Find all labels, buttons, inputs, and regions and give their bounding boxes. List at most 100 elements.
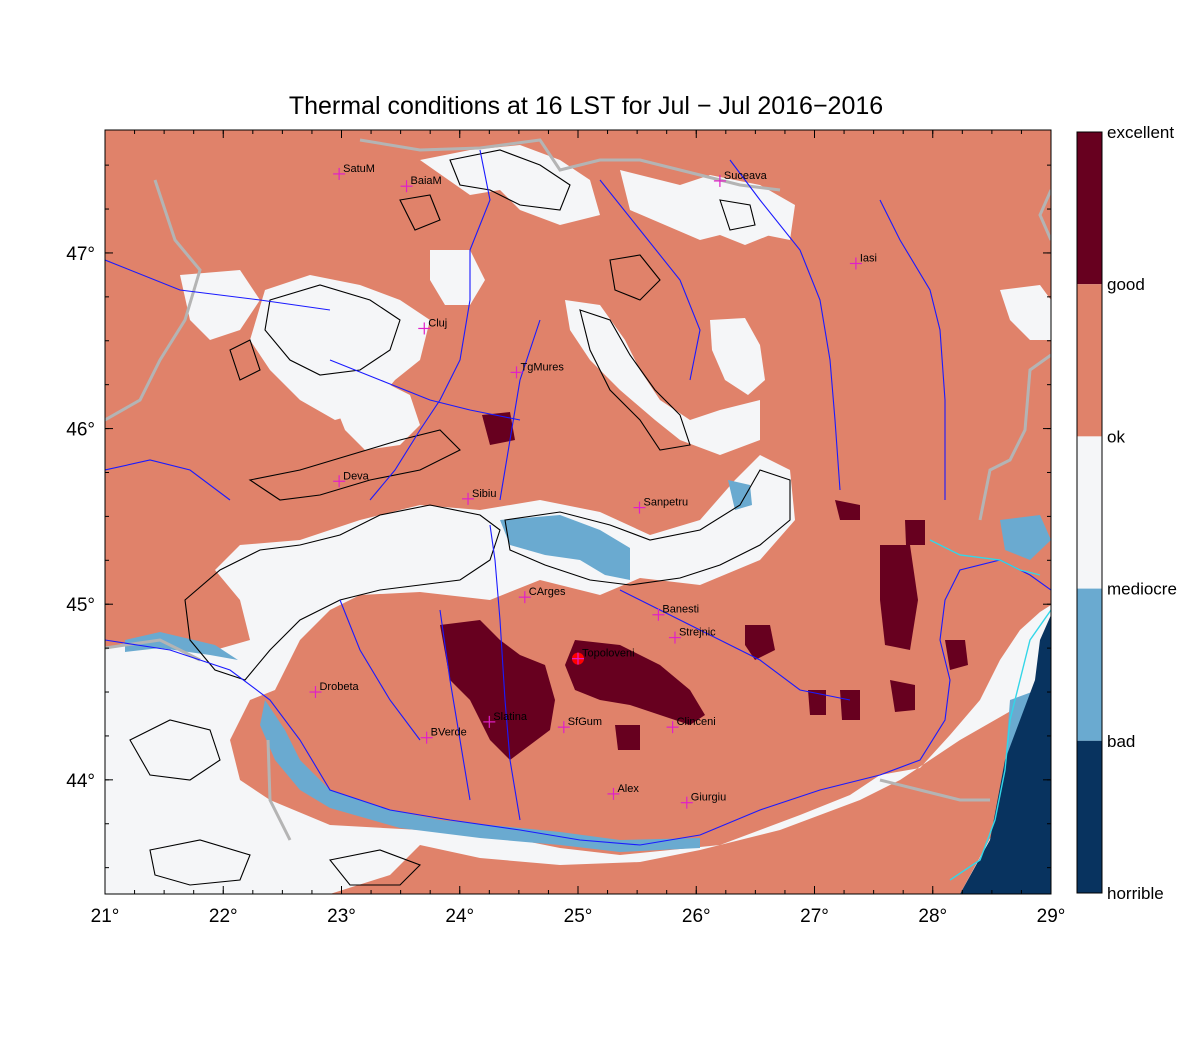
city-marker[interactable]: Sanpetru — [633, 497, 688, 514]
region-excellent-topoloveni — [565, 640, 705, 725]
city-marker[interactable]: Clinceni — [666, 716, 716, 734]
river — [369, 149, 491, 501]
region-mediocre-carpathian — [500, 515, 630, 580]
river — [879, 199, 946, 500]
region-ok-alba — [330, 380, 420, 450]
y-tick-label: 44° — [66, 771, 95, 792]
city-label: CArges — [529, 586, 566, 598]
region-bad-black-sea — [960, 615, 1051, 894]
region-ok-danube-north — [430, 250, 485, 305]
legend-frame — [1076, 131, 1103, 894]
city-label: SfGum — [568, 716, 602, 728]
city-marker[interactable]: CArges — [518, 586, 566, 604]
city-marker[interactable]: SatuM — [333, 163, 375, 180]
legend-swatch — [1077, 132, 1102, 285]
river — [105, 459, 231, 501]
legend-swatch — [1077, 588, 1102, 741]
altitude-contour — [399, 194, 441, 231]
y-tick-label: 46° — [66, 420, 95, 441]
river — [729, 159, 841, 491]
city-label: Giurgiu — [691, 792, 726, 804]
legend-label: excellent — [1107, 123, 1174, 142]
city-marker[interactable]: Deva — [333, 470, 370, 488]
x-tick-label: 27° — [800, 906, 829, 927]
altitude-contour — [149, 839, 251, 886]
city-marker[interactable]: SfGum — [557, 716, 602, 734]
city-marker[interactable]: Iasi — [849, 252, 877, 270]
country-border — [1038, 189, 1051, 241]
legend-swatch — [1077, 740, 1102, 893]
region-excellent-vrancea — [808, 690, 826, 715]
altitude-contour — [719, 199, 756, 231]
altitude-contour — [579, 309, 691, 451]
x-tick-label: 24° — [445, 906, 474, 927]
city-label: Drobeta — [319, 681, 359, 693]
city-label: Topoloveni — [582, 648, 635, 660]
region-mediocre-brasov — [728, 480, 752, 510]
region-ok-north-west — [180, 270, 260, 340]
city-marker[interactable]: Banesti — [652, 604, 699, 621]
region-excellent-slobozia — [840, 690, 860, 720]
city-marker[interactable]: Strejnic — [668, 627, 716, 644]
country-border — [105, 179, 202, 422]
city-label: Slatina — [493, 711, 528, 723]
city-marker[interactable]: BaiaM — [400, 175, 442, 193]
region-mediocre-danube — [125, 632, 238, 660]
region-ok-ne — [715, 200, 770, 245]
map-plot-area — [105, 130, 1051, 894]
altitude-contour — [504, 469, 791, 586]
region-excellent-braila — [835, 500, 860, 520]
city-marker[interactable]: Topoloveni — [572, 648, 635, 665]
altitude-contour — [609, 254, 661, 301]
altitude-contour — [264, 284, 401, 376]
river — [489, 524, 521, 821]
city-marker[interactable]: Sibiu — [462, 488, 496, 505]
city-label: BVerde — [431, 727, 467, 739]
coastline — [929, 539, 1041, 576]
region-excellent-strejnic — [745, 625, 775, 660]
city-label: SatuM — [343, 163, 375, 175]
city-marker[interactable]: Giurgiu — [680, 792, 726, 809]
region-mediocre-southwest — [260, 700, 700, 852]
city-marker[interactable]: Cluj — [418, 317, 447, 335]
x-tick-label: 25° — [564, 906, 593, 927]
region-ok-bucovina — [1000, 285, 1051, 340]
city-label: BaiaM — [411, 175, 442, 187]
map-title: Thermal conditions at 16 LST for Jul − J… — [288, 92, 884, 120]
altitude-contour — [248, 429, 461, 501]
region-excellent-transylvania — [482, 412, 515, 445]
city-marker[interactable]: TgMures — [510, 361, 565, 379]
region-excellent-baragan — [945, 640, 968, 670]
river — [499, 319, 541, 501]
x-tick-label: 22° — [209, 906, 238, 927]
city-label: Banesti — [662, 604, 699, 616]
region-excellent-giurgiu — [615, 725, 640, 750]
city-label: Deva — [343, 470, 370, 482]
x-tick-label: 21° — [91, 906, 120, 927]
legend-swatch — [1077, 284, 1102, 437]
city-marker[interactable]: Alex — [607, 783, 639, 800]
legend-label: horrible — [1107, 884, 1164, 903]
city-marker[interactable]: Suceava — [713, 170, 768, 187]
city-marker[interactable]: Slatina — [483, 711, 528, 728]
river — [105, 559, 1051, 846]
river — [439, 609, 471, 801]
region-ok-mures — [565, 300, 760, 455]
legend-label: ok — [1107, 427, 1125, 446]
region-ok-carpathian-east — [710, 318, 765, 395]
city-label: Sibiu — [472, 488, 496, 500]
city-label: Clinceni — [677, 716, 716, 728]
river — [105, 259, 331, 311]
city-label: Cluj — [428, 317, 447, 329]
river — [619, 589, 851, 701]
altitude-contour — [184, 504, 501, 681]
region-excellent-east — [880, 545, 918, 650]
city-label: Alex — [617, 783, 639, 795]
city-marker[interactable]: Drobeta — [309, 681, 360, 699]
x-tick-label: 29° — [1037, 906, 1066, 927]
city-label: Sanpetru — [643, 497, 688, 509]
city-marker[interactable]: BVerde — [420, 727, 467, 744]
y-tick-label: 47° — [66, 244, 95, 265]
region-excellent-iasi — [905, 520, 925, 545]
river — [339, 599, 421, 741]
